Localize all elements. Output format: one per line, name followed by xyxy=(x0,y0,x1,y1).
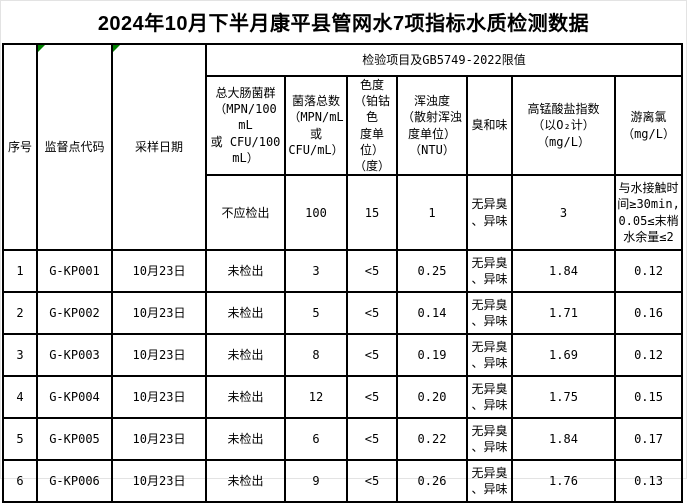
cell-colony-count: 6 xyxy=(284,417,348,462)
header-serial: 序号 xyxy=(2,42,38,252)
cell-sample-date: 10月23日 xyxy=(111,417,207,462)
header-colony-count: 菌落总数 （MPN/mL 或 CFU/mL） xyxy=(284,74,348,177)
cell-coliform: 未检出 xyxy=(205,459,286,503)
cell-site-code: G-KP006 xyxy=(36,459,113,503)
cell-serial: 2 xyxy=(2,291,38,336)
cell-coliform: 未检出 xyxy=(205,249,286,294)
header-sample-date: 采样日期 xyxy=(111,42,207,252)
header-sample-date-label: 采样日期 xyxy=(134,139,183,154)
cell-serial: 3 xyxy=(2,333,38,378)
cell-odor: 无异臭 、异味 xyxy=(466,417,513,462)
cell-sample-date: 10月23日 xyxy=(111,249,207,294)
cell-colony-count: 9 xyxy=(284,459,348,503)
cell-odor: 无异臭 、异味 xyxy=(466,375,513,420)
table-row: 4 G-KP004 10月23日 未检出 12 <5 0.20 无异臭 、异味 … xyxy=(2,375,684,420)
cell-color: <5 xyxy=(346,333,398,378)
cell-site-code: G-KP005 xyxy=(36,417,113,462)
limit-colony-count: 100 xyxy=(284,174,348,252)
cell-turbidity: 0.22 xyxy=(396,417,468,462)
cell-permanganate: 1.71 xyxy=(511,291,616,336)
cell-turbidity: 0.20 xyxy=(396,375,468,420)
cell-colony-count: 8 xyxy=(284,333,348,378)
cell-coliform: 未检出 xyxy=(205,333,286,378)
cell-permanganate: 1.75 xyxy=(511,375,616,420)
cell-color: <5 xyxy=(346,291,398,336)
table-row: 6 G-KP006 10月23日 未检出 9 <5 0.26 无异臭 、异味 1… xyxy=(2,459,684,503)
cell-colony-count: 3 xyxy=(284,249,348,294)
cell-free-chlorine: 0.17 xyxy=(613,417,684,462)
cell-turbidity: 0.19 xyxy=(396,333,468,378)
format-indicator-icon xyxy=(114,46,120,52)
cell-coliform: 未检出 xyxy=(205,417,286,462)
cell-serial: 5 xyxy=(2,417,38,462)
header-turbidity: 浑浊度 （散射浑浊 度单位） （NTU） xyxy=(396,74,468,177)
header-coliform: 总大肠菌群 （MPN/100 mL 或 CFU/100 mL） xyxy=(205,74,286,177)
header-row-group: 序号 监督点代码 采样日期 检验项目及GB5749-2022限值 xyxy=(2,42,684,252)
cell-free-chlorine: 0.12 xyxy=(613,333,684,378)
cell-serial: 4 xyxy=(2,375,38,420)
cell-site-code: G-KP002 xyxy=(36,291,113,336)
cell-odor: 无异臭 、异味 xyxy=(466,459,513,503)
limit-coliform: 不应检出 xyxy=(205,174,286,252)
data-table: 序号 监督点代码 采样日期 检验项目及GB5749-2022限值 总大肠菌群 （… xyxy=(2,42,684,503)
cell-color: <5 xyxy=(346,375,398,420)
cell-permanganate: 1.69 xyxy=(511,333,616,378)
header-free-chlorine: 游离氯 （mg/L） xyxy=(613,74,684,177)
cell-turbidity: 0.14 xyxy=(396,291,468,336)
cell-odor: 无异臭 、异味 xyxy=(466,291,513,336)
cell-free-chlorine: 0.12 xyxy=(613,249,684,294)
cell-odor: 无异臭 、异味 xyxy=(466,249,513,294)
cell-free-chlorine: 0.13 xyxy=(613,459,684,503)
header-odor: 臭和味 xyxy=(466,74,513,177)
cell-sample-date: 10月23日 xyxy=(111,291,207,336)
cell-site-code: G-KP001 xyxy=(36,249,113,294)
header-color: 色度 （铂钴色 度单位） （度） xyxy=(346,74,398,177)
cell-permanganate: 1.84 xyxy=(511,417,616,462)
limit-odor: 无异臭 、异味 xyxy=(466,174,513,252)
header-site-code-label: 监督点代码 xyxy=(44,139,105,154)
cell-turbidity: 0.26 xyxy=(396,459,468,503)
header-permanganate: 高锰酸盐指数 （以O₂计） （mg/L） xyxy=(511,74,616,177)
cell-colony-count: 5 xyxy=(284,291,348,336)
table-row: 5 G-KP005 10月23日 未检出 6 <5 0.22 无异臭 、异味 1… xyxy=(2,417,684,462)
limits-row: 不应检出 100 15 1 无异臭 、异味 3 与水接触时 间≥30min, 0… xyxy=(3,174,684,252)
cell-sample-date: 10月23日 xyxy=(111,333,207,378)
cell-turbidity: 0.25 xyxy=(396,249,468,294)
limit-color: 15 xyxy=(346,174,398,252)
cell-site-code: G-KP003 xyxy=(36,333,113,378)
cell-serial: 1 xyxy=(2,249,38,294)
cell-serial: 6 xyxy=(2,459,38,503)
cell-color: <5 xyxy=(346,249,398,294)
cell-coliform: 未检出 xyxy=(205,375,286,420)
format-indicator-icon xyxy=(39,46,45,52)
cell-free-chlorine: 0.15 xyxy=(613,375,684,420)
cell-color: <5 xyxy=(346,459,398,503)
page-title: 2024年10月下半月康平县管网水7项指标水质检测数据 xyxy=(97,13,590,35)
cell-permanganate: 1.84 xyxy=(511,249,616,294)
table-row: 3 G-KP003 10月23日 未检出 8 <5 0.19 无异臭 、异味 1… xyxy=(2,333,684,378)
cell-free-chlorine: 0.16 xyxy=(613,291,684,336)
cell-sample-date: 10月23日 xyxy=(111,375,207,420)
header-group: 检验项目及GB5749-2022限值 xyxy=(204,43,684,77)
cell-colony-count: 12 xyxy=(284,375,348,420)
cell-coliform: 未检出 xyxy=(205,291,286,336)
header-site-code: 监督点代码 xyxy=(36,42,113,252)
cell-site-code: G-KP004 xyxy=(36,375,113,420)
cell-color: <5 xyxy=(346,417,398,462)
header-row-items: 总大肠菌群 （MPN/100 mL 或 CFU/100 mL） 菌落总数 （MP… xyxy=(3,74,684,177)
cell-permanganate: 1.76 xyxy=(511,459,616,503)
cell-odor: 无异臭 、异味 xyxy=(466,333,513,378)
table-row: 1 G-KP001 10月23日 未检出 3 <5 0.25 无异臭 、异味 1… xyxy=(2,249,684,294)
limit-permanganate: 3 xyxy=(511,174,616,252)
limit-free-chlorine: 与水接触时 间≥30min, 0.05≤末梢 水余量≤2 xyxy=(613,174,684,252)
limit-turbidity: 1 xyxy=(396,174,468,252)
cell-sample-date: 10月23日 xyxy=(111,459,207,503)
table-row: 2 G-KP002 10月23日 未检出 5 <5 0.14 无异臭 、异味 1… xyxy=(2,291,684,336)
